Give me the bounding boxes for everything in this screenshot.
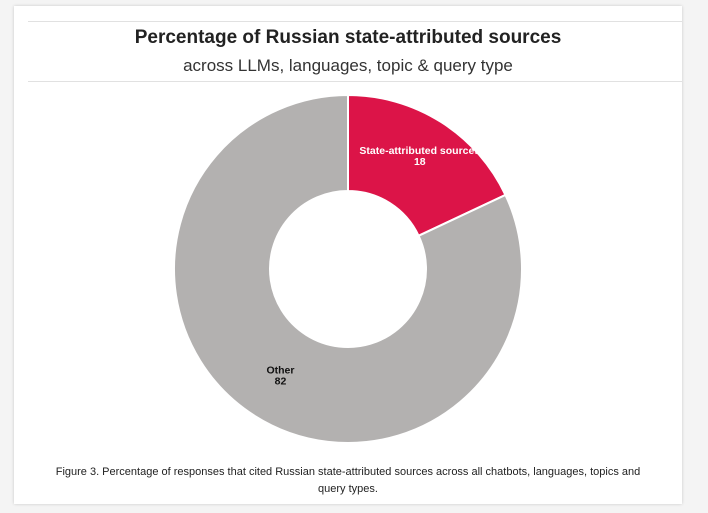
- slice-value-state-attributed-sources: 18: [414, 156, 426, 168]
- figure-caption: Figure 3. Percentage of responses that c…: [55, 466, 641, 495]
- chart-subtitle: across LLMs, languages, topic & query ty…: [183, 56, 513, 75]
- chart-title: Percentage of Russian state-attributed s…: [134, 27, 562, 48]
- top-divider: [28, 21, 682, 22]
- slice-state-attributed-sources: [347, 93, 507, 238]
- title-divider: [28, 81, 682, 82]
- figure-card: Percentage of Russian state-attributed s…: [14, 6, 682, 504]
- slice-label-other: Other: [266, 364, 294, 376]
- slice-label-state-attributed-sources: State-attributed sources: [359, 145, 480, 157]
- slice-value-other: 82: [275, 375, 287, 387]
- slice-other: [173, 93, 523, 444]
